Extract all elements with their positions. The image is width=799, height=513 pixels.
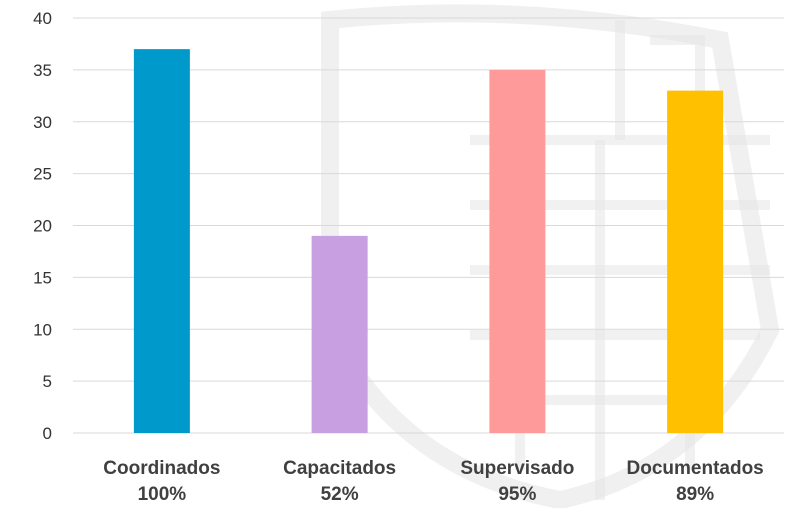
bars [133, 49, 724, 433]
y-tick-label: 35 [33, 61, 52, 80]
y-tick-label: 40 [33, 9, 52, 28]
bar-supervisado [489, 69, 546, 433]
x-category-label: Documentados [627, 458, 764, 479]
y-axis-ticks: 0 5 10 15 20 25 30 35 40 [33, 9, 52, 443]
y-tick-label: 15 [33, 268, 52, 287]
x-axis-labels: Coordinados 100% Capacitados 52% Supervisado… [103, 458, 763, 505]
x-category-percent: 100% [138, 484, 187, 505]
x-category-label: Coordinados [103, 458, 220, 479]
y-tick-label: 20 [33, 217, 52, 236]
gridlines [73, 17, 784, 434]
y-tick-label: 30 [33, 113, 52, 132]
bar-capacitados [311, 235, 368, 433]
y-tick-label: 5 [43, 372, 52, 391]
x-category-label: Capacitados [283, 458, 396, 479]
bar-coordinados [133, 49, 190, 433]
bar-documentados [667, 90, 724, 433]
x-category-percent: 52% [321, 484, 359, 505]
y-tick-label: 0 [43, 424, 52, 443]
x-category-percent: 95% [498, 484, 536, 505]
y-tick-label: 25 [33, 165, 52, 184]
y-tick-label: 10 [33, 320, 52, 339]
x-category-percent: 89% [676, 484, 714, 505]
x-category-label: Supervisado [460, 458, 574, 479]
